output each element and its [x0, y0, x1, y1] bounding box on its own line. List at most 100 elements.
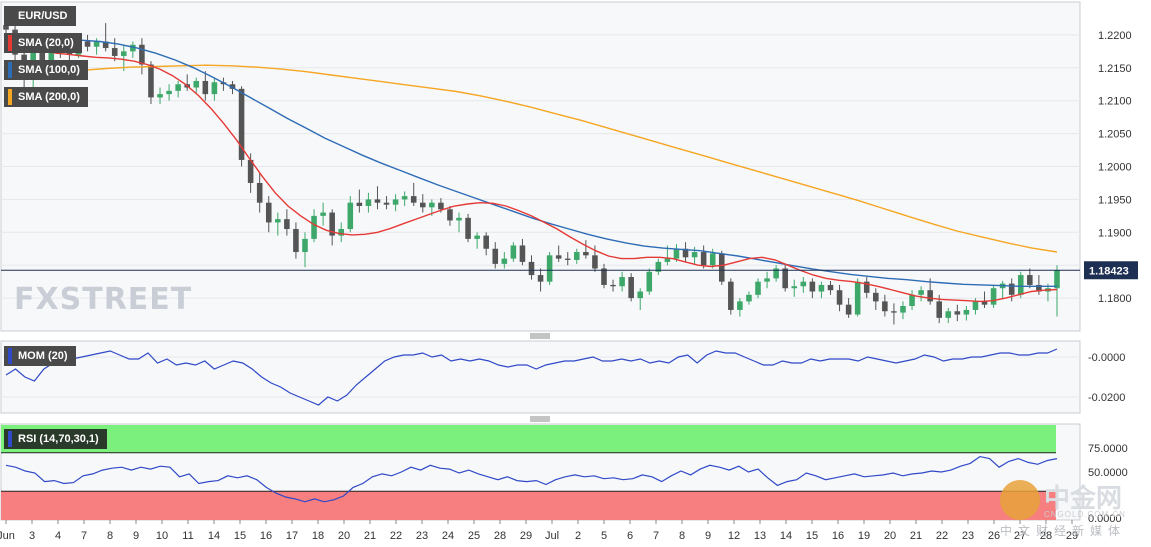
rsi-overbought-zone — [1, 425, 1056, 453]
candle-body — [836, 290, 843, 305]
candle — [148, 61, 154, 104]
x-tick-label: 27 — [1014, 530, 1026, 542]
price-tick-label: 1.1900 — [1098, 227, 1132, 239]
candle — [682, 242, 689, 262]
candle — [120, 44, 127, 72]
mom-tick-label: -0.0000 — [1088, 352, 1125, 364]
legend-sma20[interactable]: SMA (20,0) — [4, 33, 82, 53]
candle — [628, 273, 634, 302]
candle — [764, 271, 770, 289]
x-tick-label: 6 — [627, 530, 633, 542]
x-tick-label: 15 — [806, 530, 818, 542]
candle-body — [139, 44, 145, 65]
candle — [320, 202, 326, 226]
candle-body — [347, 202, 354, 230]
sma20-line — [5, 40, 1058, 303]
candle — [519, 238, 526, 266]
candle-body — [791, 286, 798, 289]
legend-sma100[interactable]: SMA (100,0) — [4, 60, 88, 80]
candle — [338, 222, 345, 243]
candle — [510, 242, 517, 262]
sma100-line — [5, 39, 1057, 287]
x-tick-label: 21 — [910, 530, 922, 542]
last-price-label: 1.18423 — [1089, 265, 1129, 277]
candle-body — [927, 290, 933, 302]
x-tick-label: 20 — [884, 530, 896, 542]
candle-body — [474, 235, 480, 239]
candle-body — [900, 305, 906, 313]
rsi-tick-label: 75.0000 — [1088, 443, 1128, 455]
candle — [456, 212, 462, 233]
candle — [755, 278, 761, 299]
legend-sma200-swatch — [8, 89, 12, 105]
candle-body — [628, 277, 634, 299]
x-tick-label: 3 — [29, 530, 35, 542]
candle-body — [773, 268, 779, 279]
candle-body — [175, 84, 181, 91]
candle — [782, 263, 788, 292]
legend-sma20-swatch — [8, 35, 12, 51]
x-tick-label: 15 — [234, 530, 246, 542]
x-tick-label: 18 — [312, 530, 324, 542]
candle-body — [583, 252, 589, 256]
legend-sma200[interactable]: SMA (200,0) — [4, 87, 88, 107]
candle — [646, 268, 653, 295]
x-tick-label: 14 — [780, 530, 792, 542]
candle — [238, 86, 245, 167]
candle — [284, 209, 290, 236]
cngold-watermark: 中金网 CNGOLD.COM.CN 中文财经新媒体 — [1000, 476, 1150, 546]
candle-body — [293, 229, 299, 253]
candle — [700, 245, 707, 269]
candle — [483, 232, 489, 256]
candle-body — [800, 281, 807, 287]
candle-body — [501, 258, 508, 264]
candle — [718, 250, 725, 285]
candle-body — [809, 281, 816, 292]
candle-body — [256, 182, 263, 203]
candle-body — [909, 294, 915, 306]
x-tick-label: 4 — [55, 530, 61, 542]
candle-body — [510, 245, 517, 259]
candle — [356, 189, 363, 213]
candle — [800, 277, 807, 293]
x-tick-label: 13 — [754, 530, 766, 542]
candle — [1027, 268, 1033, 289]
candle-body — [700, 252, 707, 266]
candle — [555, 245, 562, 262]
candle-body — [84, 41, 91, 47]
legend-rsi[interactable]: RSI (14,70,30,1) — [4, 429, 107, 449]
x-tick-label: 17 — [286, 530, 298, 542]
candle — [392, 194, 399, 212]
candle-body — [537, 275, 544, 282]
candle-body — [438, 202, 444, 210]
candle-body — [646, 271, 653, 292]
candle-body — [429, 202, 435, 208]
candle-body — [954, 311, 961, 315]
candle — [809, 278, 816, 299]
x-tick-label: 2 — [575, 530, 581, 542]
candle-body — [166, 90, 172, 95]
price-tick-label: 1.1800 — [1098, 293, 1132, 305]
candle — [637, 288, 644, 310]
rsi-tick-label: 0.0000 — [1088, 513, 1122, 525]
candle-body — [682, 248, 689, 258]
candle-body — [1017, 275, 1024, 295]
candle — [981, 291, 988, 308]
candle-body — [709, 253, 716, 266]
x-tick-label: 28 — [494, 530, 506, 542]
candle-body — [728, 281, 734, 310]
candle-body — [972, 301, 979, 310]
x-tick-label: 25 — [468, 530, 480, 542]
candle-body — [873, 292, 879, 302]
candle — [791, 279, 798, 297]
candle-body — [564, 258, 571, 260]
candle — [818, 281, 825, 299]
candle — [211, 77, 218, 101]
candle — [537, 268, 544, 292]
candle — [836, 284, 843, 312]
candle — [383, 196, 390, 210]
candle-body — [247, 159, 254, 183]
legend-mom[interactable]: MOM (20) — [4, 346, 76, 366]
candle-body — [383, 202, 390, 205]
x-tick-label: 12 — [728, 530, 740, 542]
